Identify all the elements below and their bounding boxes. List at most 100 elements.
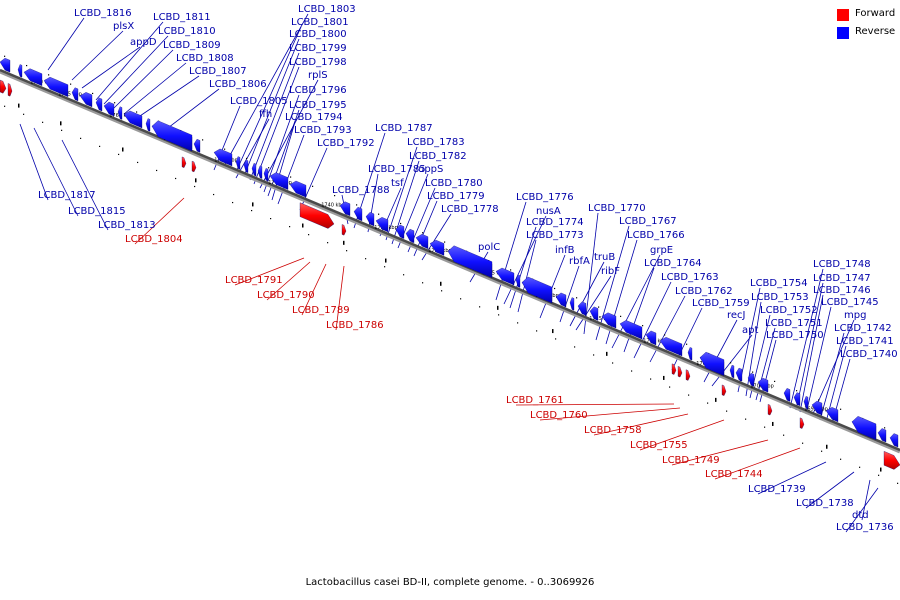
reverse-gene-arrow [23, 68, 43, 86]
reverse-leader-line [235, 118, 270, 179]
reverse-gene-arrow [601, 312, 617, 329]
forward-gene-arrow [341, 224, 347, 236]
reverse-gene-label: LCBD_1740 [840, 349, 898, 360]
forward-leader-line [671, 439, 769, 466]
reverse-leader-line [113, 49, 174, 109]
reverse-gene-label: LCBD_1774 [526, 217, 584, 228]
reverse-leader-line [81, 46, 141, 89]
lower-track-dot [61, 129, 63, 131]
reverse-gene-label: recJ [727, 310, 746, 321]
reverse-gene-arrow [735, 367, 743, 382]
forward-gene-label: LCBD_1804 [125, 234, 183, 245]
reverse-gene-label: LCBD_1788 [332, 185, 390, 196]
reverse-gene-label: LCBD_1762 [675, 286, 733, 297]
upper-track-dot [356, 204, 358, 206]
lower-track-mark [343, 240, 345, 245]
reverse-gene-label: LCBD_1810 [158, 26, 216, 37]
forward-leader-line [266, 261, 311, 301]
lower-track-mark [497, 305, 499, 310]
forward-gene-label: LCBD_1755 [630, 440, 688, 451]
lower-track-dot [821, 450, 823, 452]
forward-gene-arrow [671, 363, 677, 375]
reverse-leader-line [559, 265, 580, 323]
reverse-gene-arrow [889, 433, 899, 448]
reverse-gene-label: LCBD_1794 [285, 112, 343, 123]
reverse-leader-line [789, 268, 824, 409]
reverse-gene-arrow [447, 245, 493, 278]
upper-track-dot [730, 362, 732, 364]
reverse-leader-line [745, 301, 762, 397]
lower-track-dot [574, 346, 576, 348]
lower-track-dot [327, 242, 329, 244]
lower-track-dot [194, 185, 196, 188]
reverse-gene-label: LCBD_1785 [368, 164, 426, 175]
reverse-gene-label: LCBD_1803 [298, 4, 356, 15]
reverse-gene-label: LCBD_1767 [619, 216, 677, 227]
upper-track-dot [598, 306, 600, 308]
reverse-gene-label: LCBD_1742 [834, 323, 892, 334]
lower-track-dot [289, 226, 291, 228]
leader-lines [19, 13, 879, 533]
forward-leader-line [593, 413, 689, 436]
reverse-swatch [837, 27, 849, 39]
upper-track-dot [202, 139, 204, 141]
reverse-gene-label: LCBD_1801 [291, 17, 349, 28]
reverse-leader-line [795, 282, 824, 411]
lower-track-dot [23, 113, 25, 115]
reverse-gene-label: plsX [113, 21, 134, 32]
reverse-gene-arrow [405, 228, 415, 244]
reverse-leader-line [633, 281, 672, 359]
legend-forward-label: Forward [855, 8, 896, 19]
reverse-gene-label: LCBD_1783 [407, 137, 465, 148]
reverse-leader-line [575, 275, 612, 331]
upper-track-dot [686, 343, 688, 345]
reverse-gene-label: LCBD_1745 [821, 297, 879, 308]
reverse-leader-line [595, 225, 630, 341]
reverse-leader-line [819, 332, 845, 421]
reverse-gene-arrow [851, 416, 877, 441]
upper-track-dot [774, 380, 776, 382]
upper-track-dot [884, 427, 886, 429]
lower-track-dot [441, 290, 443, 292]
lower-track-dot [156, 169, 158, 172]
reverse-gene-arrow [783, 388, 791, 402]
reverse-gene-arrow [577, 301, 587, 316]
reverse-gene-label: infB [555, 245, 575, 256]
lower-track-dot [365, 258, 367, 260]
reverse-gene-arrow [95, 97, 103, 112]
reverse-gene-arrow [747, 372, 755, 387]
reverse-gene-arrow [877, 428, 887, 443]
lower-track-dot [4, 105, 6, 107]
upper-track-dot [422, 232, 424, 234]
legend-reverse-label: Reverse [855, 26, 896, 37]
reverse-gene-arrow [353, 206, 363, 222]
reverse-gene-label: LCBD_1795 [289, 100, 347, 111]
reverse-gene-label: truB [594, 252, 615, 263]
reverse-gene-arrow [251, 163, 257, 177]
reverse-gene-label: LCBD_1766 [627, 230, 685, 241]
reverse-gene-label: LCBD_1741 [836, 336, 894, 347]
lower-track-dot [669, 386, 671, 388]
reverse-leader-line [509, 226, 537, 309]
forward-gene-arrow [883, 451, 900, 470]
gene-features [0, 57, 900, 470]
upper-track-dot [400, 222, 402, 225]
reverse-gene-arrow [145, 118, 151, 132]
forward-gene-arrow [0, 79, 7, 94]
reverse-gene-label: LCBD_1776 [516, 192, 574, 203]
forward-gene-label: LCBD_1758 [584, 425, 642, 436]
upper-track-dot [444, 241, 446, 243]
reverse-gene-arrow [415, 234, 429, 249]
upper-track-dot [576, 297, 578, 299]
reverse-gene-arrow [395, 224, 405, 239]
forward-gene-label: LCBD_1790 [257, 290, 315, 301]
lower-track-dot [308, 234, 310, 236]
reverse-gene-label: LCBD_1763 [661, 272, 719, 283]
reverse-gene-arrow [793, 392, 801, 407]
reverse-gene-arrow [589, 306, 599, 321]
reverse-gene-label: LCBD_1815 [68, 206, 126, 217]
lower-track-mark [880, 467, 882, 472]
reverse-gene-label: LCBD_1752 [760, 305, 818, 316]
upper-track-dot [136, 111, 138, 113]
forward-leader-line [234, 257, 305, 286]
